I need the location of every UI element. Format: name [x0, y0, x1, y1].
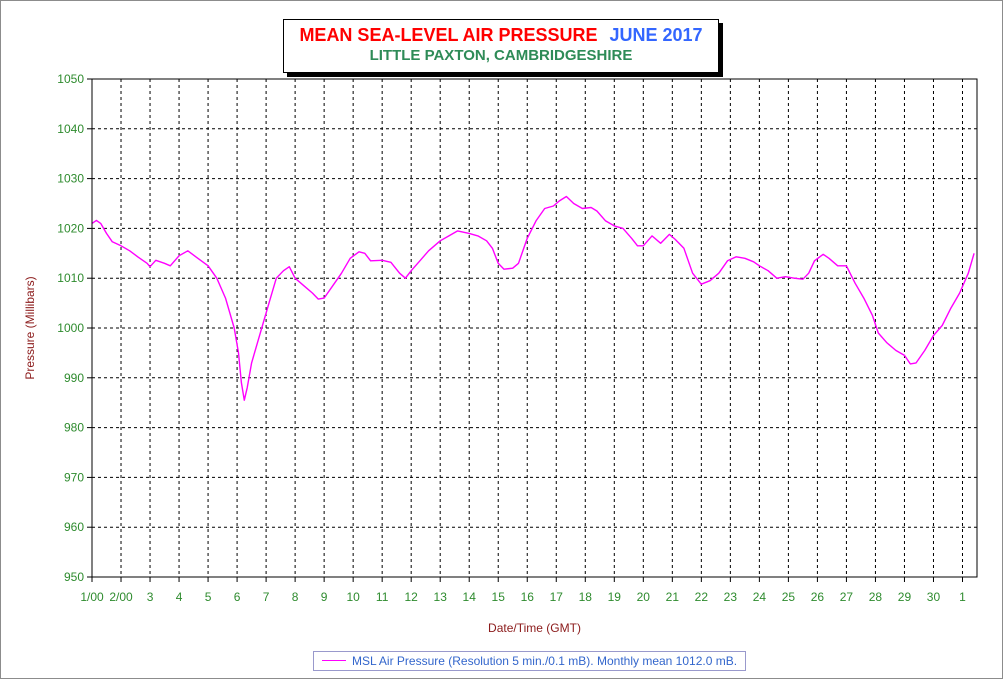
y-tick-label: 1040 [57, 122, 84, 136]
x-tick-label: 8 [292, 590, 299, 604]
x-tick-label: 17 [550, 590, 564, 604]
y-tick-label: 970 [64, 470, 84, 484]
x-tick-label: 19 [608, 590, 622, 604]
series-line-msl-pressure [91, 195, 975, 401]
y-axis-ticks: 950 960 970 980 990 1000 1010 1020 1030 1040 1050 [57, 72, 92, 584]
x-tick-label: 25 [782, 590, 796, 604]
x-tick-label: 24 [753, 590, 767, 604]
x-tick-label: 13 [434, 590, 448, 604]
x-tick-label: 30 [927, 590, 941, 604]
x-tick-label: 20 [637, 590, 651, 604]
chart-subtitle: LITTLE PAXTON, CAMBRIDGESHIRE [369, 47, 633, 64]
x-tick-label: 29 [898, 590, 912, 604]
y-tick-label: 1020 [57, 221, 84, 235]
x-tick-label: 27 [840, 590, 854, 604]
legend-entry: MSL Air Pressure (Resolution 5 min./0.1 … [352, 654, 738, 668]
x-tick-label: 2/00 [109, 590, 133, 604]
x-tick-label: 6 [234, 590, 241, 604]
y-tick-label: 1030 [57, 172, 84, 186]
y-tick-label: 1050 [57, 72, 84, 86]
y-tick-label: 1000 [57, 321, 84, 335]
x-tick-label: 1 [959, 590, 966, 604]
grid [92, 79, 977, 577]
x-tick-label: 4 [176, 590, 183, 604]
x-tick-label: 14 [463, 590, 477, 604]
x-tick-label: 5 [205, 590, 212, 604]
x-axis-ticks: 1/00 2/00 3 4 5 6 7 8 9 10 11 12 13 14 15 16 17 18 19 20 21 2… [80, 577, 966, 604]
x-tick-label: 11 [376, 590, 389, 604]
x-axis-label: Date/Time (GMT) [488, 621, 581, 635]
title-box: MEAN SEA-LEVEL AIR PRESSURE JUNE 2017 LIT… [283, 19, 719, 73]
y-tick-label: 1010 [57, 271, 84, 285]
y-tick-label: 980 [64, 421, 84, 435]
x-tick-label: 7 [263, 590, 270, 604]
y-tick-label: 960 [64, 520, 84, 534]
x-tick-label: 15 [492, 590, 506, 604]
x-tick-label: 23 [724, 590, 738, 604]
x-tick-label: 28 [869, 590, 883, 604]
x-tick-label: 1/00 [80, 590, 104, 604]
title-line: MEAN SEA-LEVEL AIR PRESSURE JUNE 2017 [284, 24, 718, 46]
plot-border [91, 78, 978, 578]
y-tick-label: 950 [64, 570, 84, 584]
x-tick-label: 12 [405, 590, 419, 604]
y-tick-label: 990 [64, 371, 84, 385]
x-tick-label: 3 [147, 590, 154, 604]
x-tick-label: 22 [695, 590, 709, 604]
chart-title: MEAN SEA-LEVEL AIR PRESSURE [299, 25, 598, 45]
x-tick-label: 26 [811, 590, 825, 604]
x-tick-label: 9 [321, 590, 328, 604]
x-tick-label: 16 [521, 590, 535, 604]
legend-swatch [322, 660, 346, 661]
x-tick-label: 10 [346, 590, 360, 604]
chart-title-date: JUNE 2017 [609, 25, 703, 45]
y-axis-label: Pressure (Millibars) [23, 276, 37, 379]
legend: MSL Air Pressure (Resolution 5 min./0.1 … [313, 651, 746, 671]
x-tick-label: 18 [579, 590, 593, 604]
x-tick-label: 21 [666, 590, 680, 604]
